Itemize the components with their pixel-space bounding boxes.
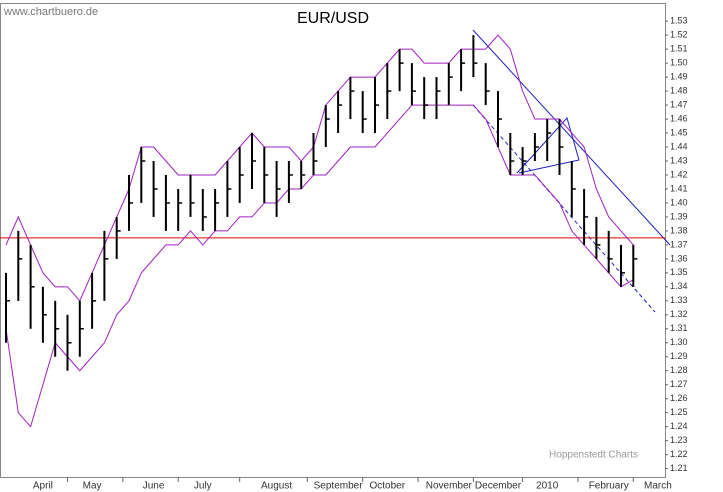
y-tick-label: 1.51	[670, 44, 688, 54]
y-tick-label: 1.35	[670, 267, 688, 277]
y-tick-label: 1.53	[670, 16, 688, 26]
x-tick-label: September	[314, 481, 364, 492]
y-tick-label: 1.21	[670, 463, 688, 473]
source: www.chartbuero.de	[3, 6, 98, 18]
y-tick-label: 1.49	[670, 71, 688, 81]
y-tick-label: 1.45	[670, 127, 688, 137]
x-tick-label: June	[143, 481, 165, 492]
y-tick-label: 1.22	[670, 449, 688, 459]
y-tick-label: 1.46	[670, 113, 688, 123]
x-tick-label: 2010	[536, 481, 559, 492]
y-tick-label: 1.30	[670, 337, 688, 347]
y-tick-label: 1.26	[670, 393, 688, 403]
y-tick-label: 1.50	[670, 57, 688, 67]
y-tick-label: 1.37	[670, 239, 688, 249]
y-tick-label: 1.33	[670, 295, 688, 305]
trend-line	[472, 29, 671, 246]
x-tick-label: May	[83, 481, 102, 492]
x-tick-label: November	[426, 481, 473, 492]
bollinger-lower	[5, 104, 634, 428]
y-tick-label: 1.29	[670, 351, 688, 361]
flag-pattern	[516, 116, 580, 174]
plot-frame	[0, 3, 666, 478]
y-tick-label: 1.52	[670, 30, 688, 40]
trend-line-dashed	[472, 104, 656, 313]
y-tick-label: 1.40	[670, 197, 688, 207]
x-tick-label: March	[644, 481, 672, 492]
y-tick-label: 1.43	[670, 155, 688, 165]
credit: Hoppenstedt Charts	[549, 450, 638, 461]
y-tick-label: 1.23	[670, 435, 688, 445]
y-tick-label: 1.25	[670, 407, 688, 417]
y-tick-label: 1.34	[670, 281, 688, 291]
chart-title: EUR/USD	[297, 10, 369, 27]
y-tick-label: 1.48	[670, 85, 688, 95]
x-tick-label: April	[33, 481, 53, 492]
x-tick-label: December	[475, 481, 522, 492]
x-tick-label: August	[261, 481, 292, 492]
y-tick-label: 1.32	[670, 309, 688, 319]
y-tick-label: 1.27	[670, 379, 688, 389]
y-tick-label: 1.31	[670, 323, 688, 333]
bollinger-upper	[5, 34, 634, 302]
x-tick-label: July	[194, 481, 212, 492]
y-tick-label: 1.38	[670, 225, 688, 235]
y-tick-label: 1.47	[670, 99, 688, 109]
y-tick-label: 1.41	[670, 183, 688, 193]
y-tick-label: 1.28	[670, 365, 688, 375]
x-tick-label: February	[589, 481, 629, 492]
y-tick-label: 1.44	[670, 141, 688, 151]
y-tick-label: 1.24	[670, 421, 688, 431]
y-tick-label: 1.36	[670, 253, 688, 263]
y-tick-label: 1.39	[670, 211, 688, 221]
x-tick-label: October	[370, 481, 406, 492]
y-tick-label: 1.42	[670, 169, 688, 179]
